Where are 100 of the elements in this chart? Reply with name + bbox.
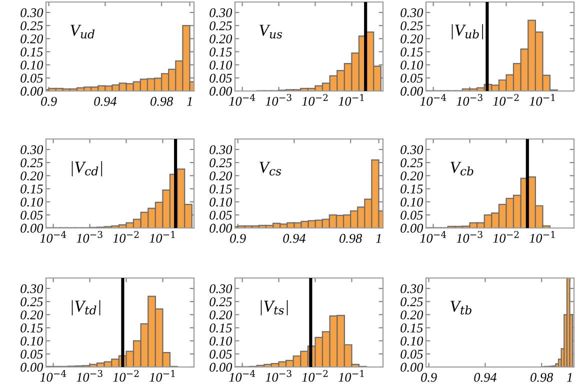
text: |V$_{td}$|	[72, 300, 100, 316]
x-tick-label: 10$^{−2}$	[113, 370, 139, 382]
y-tick-label: 0.15	[210, 48, 232, 56]
y-tick-label: 0.30	[20, 145, 44, 154]
y-tick-label: 0.15	[210, 184, 232, 194]
y-tick-label: 0.05	[400, 74, 423, 83]
y-tick-label: 0.20	[210, 310, 232, 320]
x-tick-label: 0.9	[230, 234, 246, 243]
y-tick-label: 0.30	[210, 284, 232, 294]
y-tick-label: 0.30	[400, 8, 424, 18]
text: V$_{ud}$	[70, 24, 95, 38]
x-tick-label: 10$^{−1}$	[150, 230, 175, 243]
text: V$_{cs}$	[260, 162, 282, 176]
y-tick-label: 0.05	[400, 350, 423, 359]
x-tick-label: 10$^{−1}$	[150, 370, 175, 382]
x-tick-label: 0.98	[150, 96, 173, 106]
y-tick-label: 0.25	[210, 158, 232, 168]
x-tick-label: 0.94	[94, 96, 116, 106]
y-tick-label: 0.30	[20, 8, 44, 18]
y-tick-label: 0.25	[400, 21, 423, 30]
x-tick-label: 10$^{−3}$	[76, 370, 102, 382]
x-tick-label: 10$^{−4}$	[420, 94, 446, 106]
y-tick-label: 0.10	[20, 336, 44, 346]
y-tick-label: 0.00	[20, 86, 44, 96]
y-tick-label: 0.00	[20, 362, 44, 372]
y-tick-label: 0.10	[210, 336, 232, 346]
y-tick-label: 0.05	[20, 74, 43, 83]
y-tick-label: 0.15	[20, 48, 43, 56]
y-tick-label: 0.15	[400, 324, 423, 332]
y-tick-label: 0.10	[400, 60, 424, 70]
y-tick-label: 0.00	[400, 86, 424, 96]
y-tick-label: 0.05	[210, 350, 232, 359]
y-tick-label: 0.25	[20, 158, 43, 168]
y-tick-label: 0.25	[400, 158, 423, 168]
text: |V$_{ub}$|	[452, 24, 484, 40]
text: |V$_{cd}$|	[72, 161, 102, 176]
y-tick-label: 0.20	[400, 34, 424, 44]
y-tick-label: 0.25	[20, 21, 43, 30]
text: V$_{us}$	[260, 24, 282, 38]
x-tick-label: 10$^{−2}$	[302, 94, 328, 106]
x-tick-label: 0.9	[41, 96, 57, 106]
y-tick-label: 0.20	[210, 34, 232, 44]
y-tick-label: 0.15	[210, 324, 232, 332]
x-tick-label: 1	[566, 373, 572, 382]
x-tick-label: 0.9	[421, 372, 437, 382]
y-tick-label: 0.05	[20, 210, 43, 220]
y-tick-label: 0.00	[210, 224, 232, 233]
x-tick-label: 10$^{−4}$	[229, 94, 256, 106]
x-tick-label: 10$^{−3}$	[456, 230, 482, 243]
y-tick-label: 0.00	[400, 224, 424, 233]
x-tick-label: 1	[376, 234, 381, 243]
y-tick-label: 0.00	[210, 362, 232, 372]
y-tick-label: 0.10	[20, 198, 44, 207]
x-tick-label: 10$^{−1}$	[530, 230, 555, 243]
y-tick-label: 0.15	[20, 324, 43, 332]
text: |V$_{ts}$|	[260, 300, 288, 316]
y-tick-label: 0.30	[400, 284, 424, 294]
text: V$_{cb}$	[450, 162, 474, 176]
y-tick-label: 0.30	[400, 145, 424, 154]
x-tick-label: 10$^{−4}$	[40, 230, 66, 243]
y-tick-label: 0.25	[210, 297, 232, 306]
x-tick-label: 10$^{−2}$	[493, 94, 519, 106]
y-tick-label: 0.15	[400, 184, 423, 194]
x-tick-label: 10$^{−3}$	[456, 94, 482, 106]
y-tick-label: 0.10	[20, 60, 44, 70]
x-tick-label: 10$^{−2}$	[113, 230, 139, 243]
x-tick-label: 0.98	[530, 372, 553, 382]
y-tick-label: 0.20	[400, 310, 424, 320]
y-tick-label: 0.00	[210, 86, 232, 96]
y-tick-label: 0.20	[20, 310, 44, 320]
y-tick-label: 0.30	[20, 284, 44, 294]
x-tick-label: 10$^{−3}$	[76, 230, 102, 243]
y-tick-label: 0.10	[210, 198, 232, 207]
x-tick-label: 10$^{−1}$	[338, 370, 364, 382]
y-tick-label: 0.10	[400, 336, 424, 346]
x-tick-label: 0.94	[283, 234, 306, 243]
y-tick-label: 0.05	[20, 350, 43, 359]
x-tick-label: 10$^{−4}$	[40, 370, 66, 382]
y-tick-label: 0.05	[400, 210, 423, 220]
x-tick-label: 10$^{−2}$	[302, 370, 328, 382]
x-tick-label: 1	[186, 97, 192, 106]
y-tick-label: 0.25	[20, 297, 43, 306]
y-tick-label: 0.10	[210, 60, 232, 70]
y-tick-label: 0.15	[20, 184, 43, 194]
y-tick-label: 0.20	[210, 171, 232, 180]
y-tick-label: 0.30	[210, 145, 232, 154]
y-tick-label: 0.05	[210, 74, 232, 83]
y-tick-label: 0.10	[400, 198, 424, 207]
y-tick-label: 0.15	[400, 48, 423, 56]
x-tick-label: 10$^{−1}$	[530, 94, 555, 106]
x-tick-label: 10$^{−4}$	[420, 230, 446, 243]
y-tick-label: 0.20	[20, 171, 44, 180]
y-tick-label: 0.00	[20, 224, 44, 233]
y-tick-label: 0.20	[20, 34, 44, 44]
y-tick-label: 0.25	[210, 21, 232, 30]
x-tick-label: 10$^{−3}$	[266, 94, 292, 106]
x-tick-label: 10$^{−3}$	[266, 370, 292, 382]
x-tick-label: 10$^{−2}$	[493, 230, 519, 243]
text: V$_{tb}$	[450, 300, 472, 314]
x-tick-label: 10$^{−4}$	[229, 370, 256, 382]
